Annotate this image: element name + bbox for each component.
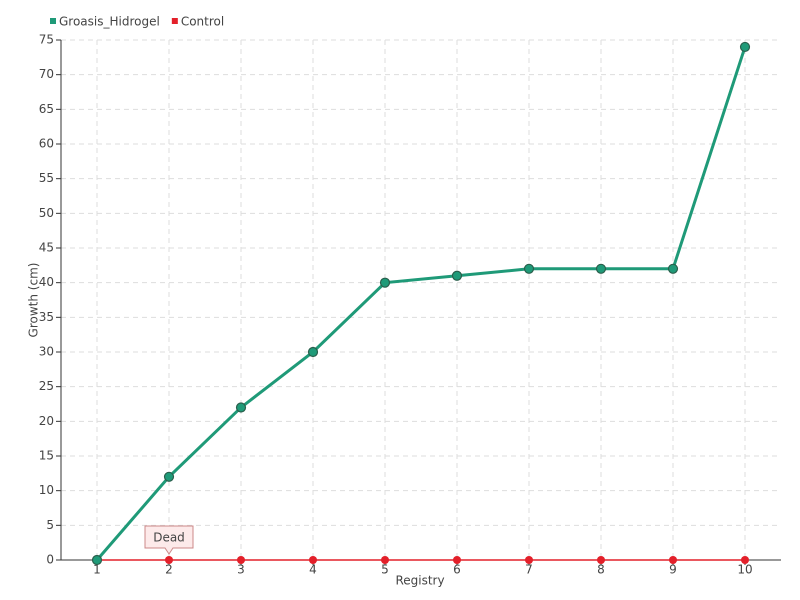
data-point	[91, 554, 103, 566]
y-tick-label: 5	[46, 518, 54, 532]
x-tick-label: 1	[93, 563, 101, 577]
y-tick-label: 75	[39, 33, 54, 47]
data-point	[237, 556, 245, 564]
x-tick-label: 6	[453, 563, 461, 577]
data-point	[667, 263, 679, 274]
data-point	[453, 556, 461, 564]
data-point	[235, 402, 247, 413]
y-tick-label: 65	[39, 102, 54, 116]
x-tick-label: 4	[309, 563, 317, 577]
data-point	[307, 346, 319, 358]
y-tick-label: 20	[39, 414, 54, 428]
data-point	[379, 277, 391, 288]
y-tick-label: 60	[39, 137, 54, 151]
x-tick-label: 5	[381, 563, 389, 577]
data-point	[523, 263, 535, 274]
y-tick-label: 35	[39, 310, 54, 324]
legend-label: Control	[181, 15, 224, 29]
y-tick-label: 40	[39, 275, 54, 289]
data-point	[739, 41, 751, 53]
y-tick-label: 15	[39, 449, 54, 463]
y-tick-label: 70	[39, 67, 54, 81]
legend-swatch	[171, 18, 178, 24]
x-tick-label: 10	[737, 563, 752, 577]
data-point	[597, 556, 605, 564]
data-point	[163, 471, 175, 482]
data-point	[525, 556, 533, 564]
x-axis-label: Registry	[395, 574, 444, 588]
x-tick-label: 7	[525, 563, 533, 577]
y-tick-label: 10	[39, 483, 54, 497]
data-point	[309, 556, 317, 564]
y-tick-label: 45	[39, 241, 54, 255]
x-tick-label: 9	[669, 563, 677, 577]
x-tick-label: 3	[237, 563, 245, 577]
y-axis-label: Growth (cm)	[27, 263, 41, 338]
legend-swatch	[50, 18, 56, 24]
y-tick-label: 30	[39, 345, 54, 359]
legend-label: Groasis_Hidrogel	[59, 15, 160, 29]
annotation-text: Dead	[153, 531, 185, 545]
data-point	[595, 263, 607, 274]
y-tick-label: 25	[39, 379, 54, 393]
annotation-box	[144, 525, 194, 555]
x-tick-label: 2	[165, 563, 173, 577]
data-point	[451, 270, 463, 281]
data-point	[741, 556, 749, 564]
y-tick-label: 0	[46, 553, 54, 567]
series-line	[95, 46, 747, 561]
y-tick-label: 55	[39, 171, 54, 185]
y-tick-label: 50	[39, 206, 54, 220]
data-point	[381, 556, 389, 564]
data-point	[165, 556, 173, 564]
data-point	[669, 556, 677, 564]
x-tick-label: 8	[597, 563, 605, 577]
